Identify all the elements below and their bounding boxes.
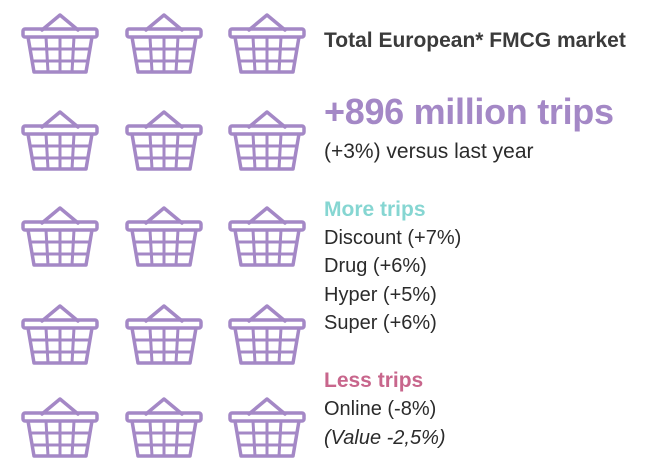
shopping-basket-icon	[124, 107, 204, 173]
shopping-basket-icon	[20, 10, 100, 76]
more-trips-item: Super (+6%)	[324, 312, 437, 334]
shopping-basket-icon	[20, 301, 100, 367]
less-trips-title: Less trips	[324, 369, 424, 392]
shopping-basket-icon	[124, 10, 204, 76]
trips-change-subline: (+3%) versus last year	[324, 140, 534, 163]
more-trips-item: Discount (+7%)	[324, 227, 462, 249]
shopping-basket-icon	[20, 203, 100, 269]
shopping-basket-icon	[124, 203, 204, 269]
basket-icon-grid	[20, 10, 310, 470]
more-trips-item: Hyper (+5%)	[324, 284, 437, 306]
shopping-basket-icon	[20, 107, 100, 173]
shopping-basket-icon	[227, 10, 307, 76]
more-trips-title: More trips	[324, 198, 426, 221]
shopping-basket-icon	[124, 301, 204, 367]
less-trips-value-note: (Value -2,5%)	[324, 427, 446, 449]
shopping-basket-icon	[124, 394, 204, 460]
more-trips-item: Drug (+6%)	[324, 255, 427, 277]
trips-headline: +896 million trips	[324, 91, 614, 132]
shopping-basket-icon	[227, 394, 307, 460]
shopping-basket-icon	[227, 107, 307, 173]
less-trips-item: Online (-8%)	[324, 398, 437, 420]
shopping-basket-icon	[20, 394, 100, 460]
shopping-basket-icon	[227, 203, 307, 269]
shopping-basket-icon	[227, 301, 307, 367]
market-title: Total European* FMCG market	[324, 29, 626, 52]
